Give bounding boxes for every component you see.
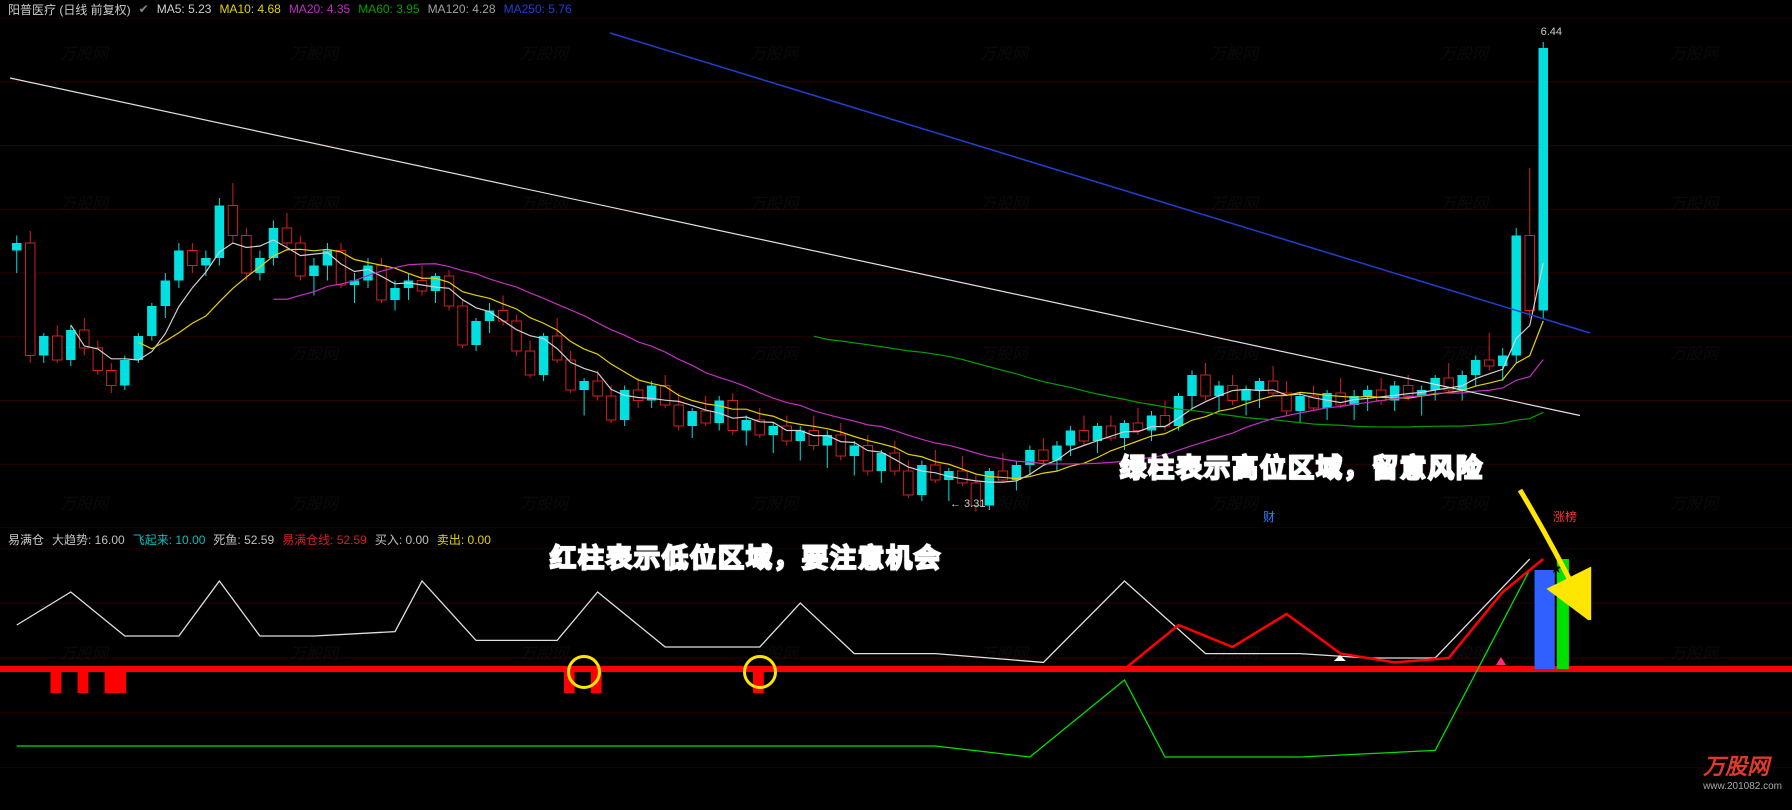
ma-value: MA120: 4.28: [428, 2, 496, 16]
check-icon: ✔: [139, 2, 149, 16]
indicator-value: 飞起来: 10.00: [133, 533, 206, 547]
indicator-value: 死鱼: 52.59: [213, 533, 274, 547]
site-logo: 万股网www.201082.com: [1703, 749, 1782, 792]
ma-strip: MA5: 5.23 MA10: 4.68 MA20: 4.35 MA60: 3.95 M…: [157, 2, 580, 16]
ma-value: MA60: 3.95: [358, 2, 419, 16]
ma-value: MA20: 4.35: [289, 2, 350, 16]
indicator-value: 买入: 0.00: [375, 533, 429, 547]
indicator-name: 易满仓: [8, 531, 44, 548]
annotation-red-zone: 红柱表示低位区域，要注意机会: [550, 538, 942, 575]
ma-value: MA250: 5.76: [504, 2, 572, 16]
tag-cai: 财: [1260, 508, 1278, 525]
ma-value: MA10: 4.68: [219, 2, 280, 16]
indicator-value: 大趋势: 16.00: [52, 533, 125, 547]
stock-name: 阳普医疗 (日线 前复权): [8, 1, 131, 18]
price-high-label: 6.44: [1541, 26, 1562, 38]
ma-value: MA5: 5.23: [157, 2, 212, 16]
main-header: 阳普医疗 (日线 前复权) ✔ MA5: 5.23 MA10: 4.68 MA20:…: [0, 0, 1792, 18]
price-low-label: ← 3.31: [950, 498, 985, 510]
indicator-value: 卖出: 0.00: [437, 533, 491, 547]
candlestick-svg: [0, 18, 1792, 528]
arrow-icon: [1510, 480, 1630, 620]
main-chart[interactable]: 6.44 ← 3.31 财 涨榜 绿柱表示高位区域，留意风险: [0, 18, 1792, 528]
sub-strip: 大趋势: 16.00 飞起来: 10.00 死鱼: 52.59 易满仓线: 52.59…: [52, 531, 499, 548]
highlight-circle: [743, 655, 777, 689]
indicator-value: 易满仓线: 52.59: [282, 533, 367, 547]
annotation-green-zone: 绿柱表示高位区域，留意风险: [1120, 448, 1484, 485]
